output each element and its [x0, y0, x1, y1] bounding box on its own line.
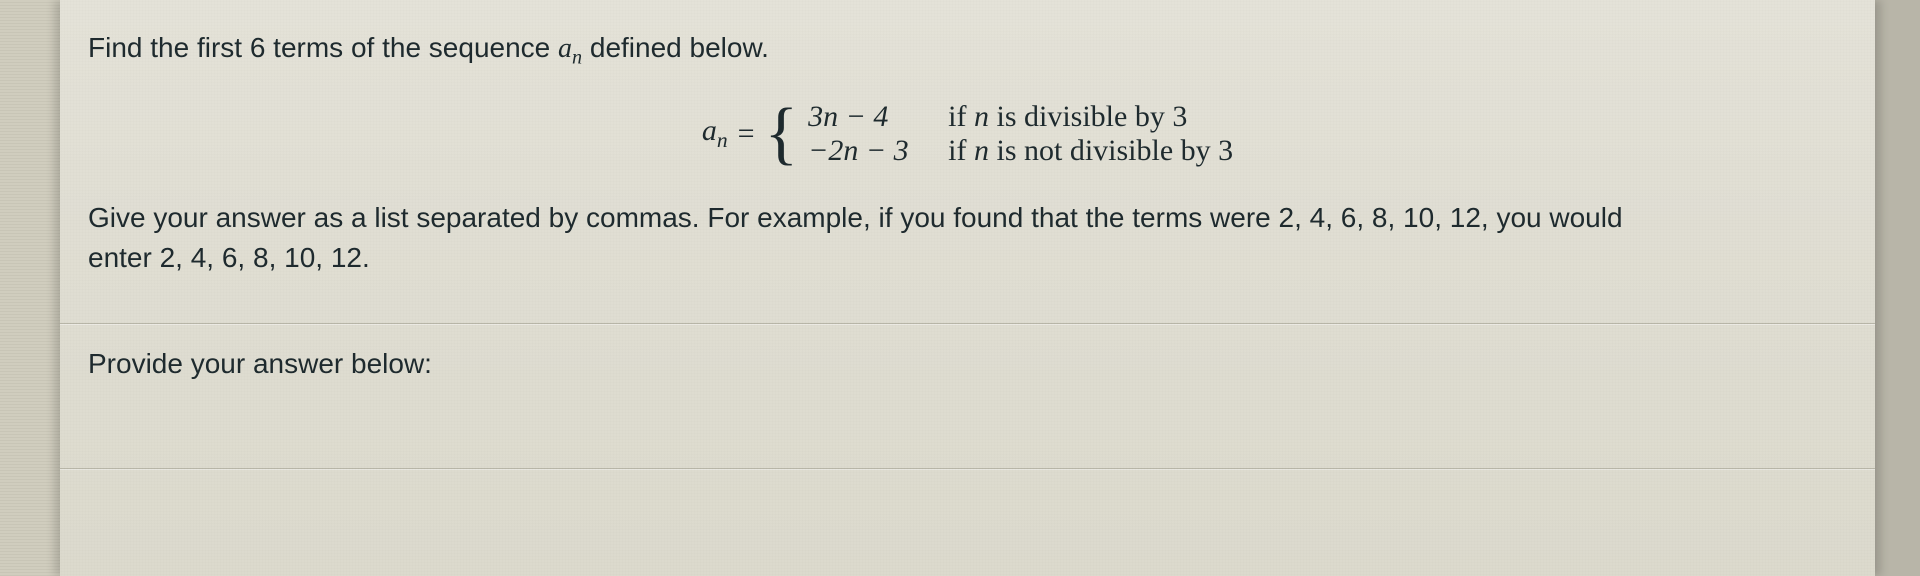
sequence-symbol-base: a [558, 33, 572, 64]
formula-lhs: an [702, 114, 728, 153]
formula-block: an = { 3n − 4 if n is divisible by 3 −2n… [88, 100, 1847, 168]
question-block: Find the first 6 terms of the sequence a… [60, 0, 1875, 279]
case1-cond-var: n [974, 100, 989, 133]
case1-cond-suffix: is divisible by 3 [989, 100, 1187, 133]
case2-expr: −2n − 3 [808, 134, 909, 167]
case1-expr: 3n − 4 [808, 100, 888, 133]
case2-condition: if n is not divisible by 3 [948, 134, 1233, 168]
answer-prompt-text: Provide your answer below: [88, 348, 432, 379]
equals-sign: = [738, 117, 755, 151]
question-prompt: Find the first 6 terms of the sequence a… [88, 32, 1847, 70]
prompt-suffix: defined below. [582, 32, 769, 63]
case-2: −2n − 3 if n is not divisible by 3 [808, 134, 1233, 168]
case-1: 3n − 4 if n is divisible by 3 [808, 100, 1233, 134]
case2-cond-var: n [974, 134, 989, 167]
lhs-sub: n [717, 128, 728, 152]
case2-cond-prefix: if [948, 134, 974, 167]
instruction-line-2: enter 2, 4, 6, 8, 10, 12. [88, 238, 1847, 279]
prompt-prefix: Find the first 6 terms of the sequence [88, 32, 558, 63]
left-margin-texture [0, 0, 60, 576]
case1-condition: if n is divisible by 3 [948, 100, 1187, 134]
worksheet-page: Find the first 6 terms of the sequence a… [60, 0, 1875, 576]
lhs-base: a [702, 114, 717, 147]
piecewise-cases: 3n − 4 if n is divisible by 3 −2n − 3 if… [808, 100, 1233, 168]
instruction-line-1: Give your answer as a list separated by … [88, 198, 1847, 239]
left-brace-icon: { [765, 102, 799, 166]
case2-cond-suffix: is not divisible by 3 [989, 134, 1233, 167]
instruction-text: Give your answer as a list separated by … [88, 198, 1847, 279]
sequence-symbol-sub: n [572, 47, 582, 69]
answer-prompt: Provide your answer below: [60, 324, 1875, 390]
case1-cond-prefix: if [948, 100, 974, 133]
section-divider-2 [60, 468, 1875, 469]
